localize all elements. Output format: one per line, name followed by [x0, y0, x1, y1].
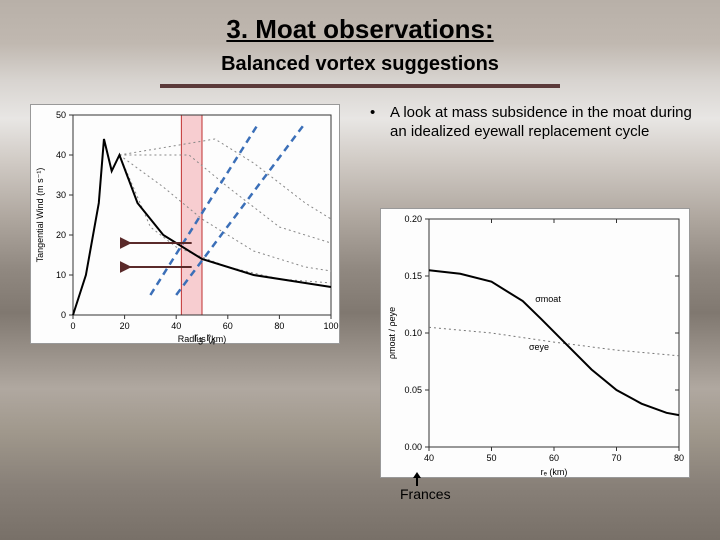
- svg-text:70: 70: [611, 453, 621, 463]
- bullet-text: A look at mass subsidence in the moat du…: [390, 104, 700, 142]
- r4-label: r4: [206, 330, 215, 344]
- svg-text:ρmoat / ρeye: ρmoat / ρeye: [387, 307, 397, 359]
- frances-label: Frances: [400, 486, 451, 502]
- svg-text:10: 10: [56, 270, 66, 280]
- page-subtitle: Balanced vortex suggestions: [0, 53, 720, 76]
- svg-text:0: 0: [61, 310, 66, 320]
- svg-text:σmoat: σmoat: [535, 294, 561, 304]
- r3-r4-labels: r3 r4: [194, 330, 215, 346]
- svg-text:80: 80: [674, 453, 684, 463]
- svg-text:0.05: 0.05: [404, 385, 422, 395]
- density-ratio-chart: 40 50 60 70 80 0.00 0.05 0.10 0.15 0.20 rₑ (km) ρmo…: [380, 208, 690, 478]
- bullet-marker: •: [370, 104, 390, 142]
- svg-text:50: 50: [486, 453, 496, 463]
- svg-text:80: 80: [274, 321, 284, 331]
- svg-text:60: 60: [223, 321, 233, 331]
- svg-text:40: 40: [171, 321, 181, 331]
- svg-text:0.15: 0.15: [404, 271, 422, 281]
- page-title: 3. Moat observations:: [0, 0, 720, 45]
- svg-text:0.20: 0.20: [404, 214, 422, 224]
- svg-text:0.10: 0.10: [404, 328, 422, 338]
- svg-text:50: 50: [56, 110, 66, 120]
- svg-text:40: 40: [424, 453, 434, 463]
- svg-text:40: 40: [56, 150, 66, 160]
- svg-text:rₑ (km): rₑ (km): [541, 467, 568, 477]
- svg-text:100: 100: [323, 321, 338, 331]
- svg-text:Tangential Wind (m s⁻¹): Tangential Wind (m s⁻¹): [35, 168, 45, 263]
- svg-text:30: 30: [56, 190, 66, 200]
- svg-text:20: 20: [56, 230, 66, 240]
- svg-text:0.00: 0.00: [404, 442, 422, 452]
- svg-text:0: 0: [70, 321, 75, 331]
- r3-label: r3: [194, 330, 203, 344]
- frances-arrow: [416, 476, 418, 486]
- content-area: 02040608010001020304050Radius (km)Tangen…: [0, 88, 720, 518]
- svg-text:20: 20: [120, 321, 130, 331]
- svg-text:60: 60: [549, 453, 559, 463]
- svg-text:σeye: σeye: [529, 342, 549, 352]
- tangential-wind-chart: 02040608010001020304050Radius (km)Tangen…: [30, 104, 340, 344]
- bullet-text-block: • A look at mass subsidence in the moat …: [370, 104, 700, 142]
